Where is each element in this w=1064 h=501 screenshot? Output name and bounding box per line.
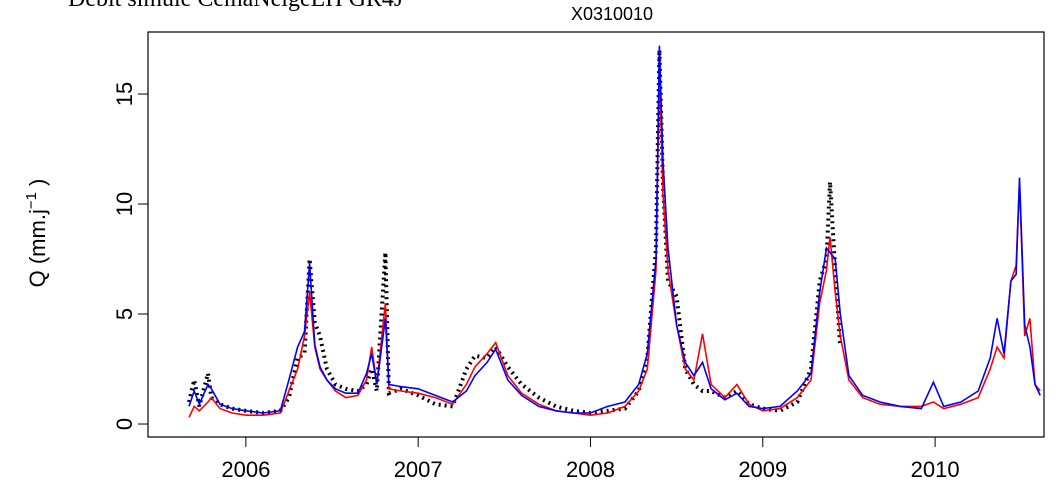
series-line <box>188 60 1041 418</box>
y-tick-label: 15 <box>112 82 137 106</box>
series-line <box>187 49 843 416</box>
chart-subtitle: X0310010 <box>571 4 653 24</box>
y-axis-label: Q (mm.j−1 ) <box>23 179 50 288</box>
y-tick-label: 10 <box>112 192 137 216</box>
x-tick-label: 2006 <box>221 457 270 482</box>
y-label-end: ) <box>25 179 50 192</box>
x-tick-label: 2008 <box>566 457 615 482</box>
y-tick-label: 5 <box>112 308 137 320</box>
series-line <box>188 45 1041 414</box>
plot-frame <box>147 31 1045 438</box>
y-label-text: Q (mm.j <box>25 209 50 287</box>
x-tick-label: 2007 <box>394 457 443 482</box>
y-label-sup: −1 <box>23 192 40 209</box>
chart-title: Debit simule CemaNeigeLH GR4J <box>68 0 403 12</box>
x-tick-label: 2009 <box>738 457 787 482</box>
x-tick-label: 2010 <box>911 457 960 482</box>
y-tick-label: 0 <box>112 418 137 430</box>
